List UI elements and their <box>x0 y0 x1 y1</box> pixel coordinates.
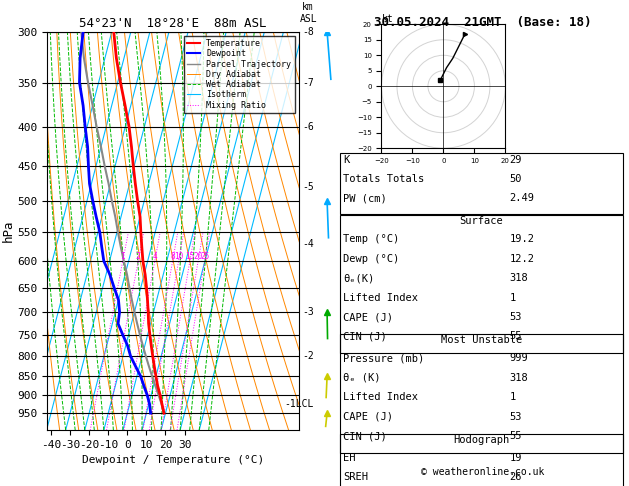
Text: Temp (°C): Temp (°C) <box>343 234 399 244</box>
Text: 4: 4 <box>152 252 157 261</box>
Text: SREH: SREH <box>343 472 369 483</box>
Text: Surface: Surface <box>459 216 503 226</box>
Text: -4: -4 <box>302 239 314 249</box>
Text: -1LCL: -1LCL <box>284 399 314 409</box>
Text: CAPE (J): CAPE (J) <box>343 312 393 322</box>
Text: 53: 53 <box>509 312 522 322</box>
Text: CIN (J): CIN (J) <box>343 331 387 342</box>
Text: 318: 318 <box>509 373 528 383</box>
Text: 999: 999 <box>509 353 528 364</box>
Text: 55: 55 <box>509 331 522 342</box>
Text: EH: EH <box>343 453 356 463</box>
Text: 55: 55 <box>509 431 522 441</box>
Title: 54°23'N  18°28'E  88m ASL: 54°23'N 18°28'E 88m ASL <box>79 17 267 31</box>
Text: -2: -2 <box>302 351 314 361</box>
Text: K: K <box>343 155 350 165</box>
Text: 10: 10 <box>174 252 183 261</box>
Text: PW (cm): PW (cm) <box>343 193 387 204</box>
Text: Lifted Index: Lifted Index <box>343 392 418 402</box>
Text: Totals Totals: Totals Totals <box>343 174 425 184</box>
Text: 1: 1 <box>509 293 516 303</box>
Text: -8: -8 <box>302 27 314 36</box>
Text: -7: -7 <box>302 78 314 87</box>
Y-axis label: hPa: hPa <box>1 220 14 242</box>
Text: 50: 50 <box>509 174 522 184</box>
Text: 1: 1 <box>509 392 516 402</box>
Text: Lifted Index: Lifted Index <box>343 293 418 303</box>
Text: 26: 26 <box>509 472 522 483</box>
Text: 1: 1 <box>121 252 125 261</box>
Text: -3: -3 <box>302 307 314 317</box>
Text: Hodograph: Hodograph <box>453 435 509 445</box>
Text: Dewp (°C): Dewp (°C) <box>343 254 399 264</box>
Text: 19.2: 19.2 <box>509 234 535 244</box>
Legend: Temperature, Dewpoint, Parcel Trajectory, Dry Adiabat, Wet Adiabat, Isotherm, Mi: Temperature, Dewpoint, Parcel Trajectory… <box>184 36 294 113</box>
Text: © weatheronline.co.uk: © weatheronline.co.uk <box>421 467 545 477</box>
Text: 20: 20 <box>194 252 203 261</box>
Text: 318: 318 <box>509 273 528 283</box>
Text: 12.2: 12.2 <box>509 254 535 264</box>
Text: Most Unstable: Most Unstable <box>440 335 522 346</box>
Text: 8: 8 <box>170 252 175 261</box>
Text: θₑ (K): θₑ (K) <box>343 373 381 383</box>
Text: kt: kt <box>381 14 393 24</box>
Text: CAPE (J): CAPE (J) <box>343 412 393 422</box>
Text: 30.05.2024  21GMT  (Base: 18): 30.05.2024 21GMT (Base: 18) <box>374 16 591 29</box>
Text: -6: -6 <box>302 122 314 132</box>
Text: CIN (J): CIN (J) <box>343 431 387 441</box>
X-axis label: Dewpoint / Temperature (°C): Dewpoint / Temperature (°C) <box>82 455 264 466</box>
Text: 53: 53 <box>509 412 522 422</box>
Text: km
ASL: km ASL <box>299 2 317 24</box>
Text: -5: -5 <box>302 182 314 192</box>
Text: 29: 29 <box>509 155 522 165</box>
Text: 2: 2 <box>136 252 140 261</box>
Text: 25: 25 <box>200 252 209 261</box>
Text: 15: 15 <box>186 252 194 261</box>
Text: Pressure (mb): Pressure (mb) <box>343 353 425 364</box>
Text: 2.49: 2.49 <box>509 193 535 204</box>
Text: 19: 19 <box>509 453 522 463</box>
Text: θₑ(K): θₑ(K) <box>343 273 375 283</box>
